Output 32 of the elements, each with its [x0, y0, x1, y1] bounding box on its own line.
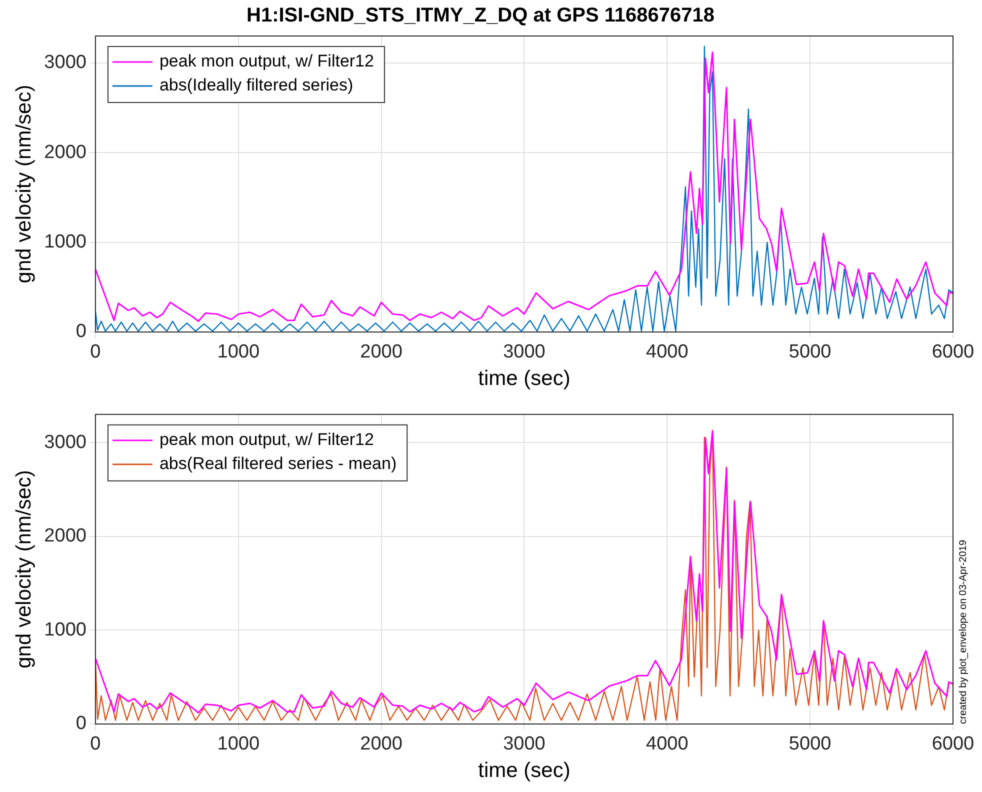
x-tick-label: 0 — [90, 342, 101, 363]
x-axis-title: time (sec) — [478, 759, 570, 782]
x-tick-label: 6000 — [932, 734, 974, 755]
x-axis-title: time (sec) — [478, 367, 570, 390]
chart-title: H1:ISI-GND_STS_ITMY_Z_DQ at GPS 1168676718 — [246, 4, 714, 27]
x-tick-label: 6000 — [932, 342, 974, 363]
x-tick-label: 5000 — [788, 734, 832, 755]
x-tick-label: 5000 — [788, 342, 832, 363]
x-tick-label: 2000 — [360, 734, 402, 755]
text: created by plot_envelope on 03-Apr-2019 — [958, 540, 969, 724]
y-tick-label: 1000 — [44, 232, 86, 253]
y-tick-label: 3000 — [44, 52, 86, 74]
y-tick-label: 3000 — [44, 432, 86, 453]
y-tick-label: 0 — [76, 713, 86, 734]
y-tick-label: 1000 — [44, 619, 86, 640]
y-tick-label: 2000 — [44, 526, 86, 547]
legend-label: peak mon output, w/ Filter12 — [159, 52, 374, 71]
y-tick-label: 0 — [76, 321, 86, 342]
y-axis-title: gnd velocity (nm/sec) — [12, 84, 36, 284]
legend-label: abs(Real filtered series - mean) — [159, 454, 397, 474]
x-tick-label: 1000 — [217, 734, 260, 755]
y-axis-title: gnd velocity (nm/sec) — [12, 470, 36, 668]
x-tick-label: 3000 — [503, 734, 546, 755]
x-tick-label: 3000 — [503, 342, 546, 363]
x-tick-label: 4000 — [646, 734, 688, 755]
x-tick-label: 4000 — [646, 342, 688, 363]
x-tick-label: 2000 — [360, 342, 402, 363]
legend-label: abs(Ideally filtered series) — [159, 76, 354, 95]
y-tick-label: 2000 — [44, 142, 86, 163]
x-tick-label: 1000 — [217, 342, 260, 363]
x-tick-label: 0 — [90, 734, 101, 755]
legend-label: peak mon output, w/ Filter12 — [159, 430, 374, 450]
